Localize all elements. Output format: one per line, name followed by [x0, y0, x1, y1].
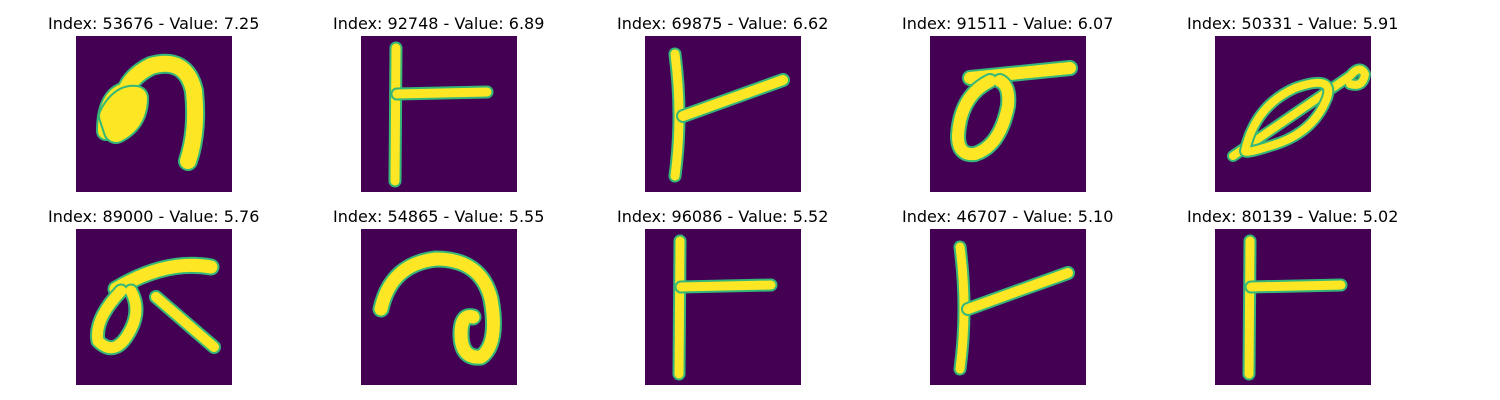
image-panel: Index: 91511 - Value: 6.07	[902, 14, 1114, 194]
digit-image	[361, 36, 517, 192]
digit-image	[76, 229, 232, 385]
digit-image	[645, 36, 801, 192]
image-panel: Index: 89000 - Value: 5.76	[48, 207, 260, 387]
digit-image	[645, 229, 801, 385]
digit-image	[930, 36, 1086, 192]
panel-title: Index: 50331 - Value: 5.91	[1187, 14, 1399, 33]
panel-title: Index: 46707 - Value: 5.10	[902, 207, 1114, 226]
image-panel: Index: 96086 - Value: 5.52	[617, 207, 829, 387]
digit-image	[1215, 229, 1371, 385]
panel-title: Index: 96086 - Value: 5.52	[617, 207, 829, 226]
digit-image	[1215, 36, 1371, 192]
image-panel: Index: 92748 - Value: 6.89	[333, 14, 545, 194]
image-panel: Index: 54865 - Value: 5.55	[333, 207, 545, 387]
panel-title: Index: 91511 - Value: 6.07	[902, 14, 1114, 33]
image-panel: Index: 80139 - Value: 5.02	[1187, 207, 1399, 387]
image-panel: Index: 46707 - Value: 5.10	[902, 207, 1114, 387]
image-panel: Index: 53676 - Value: 7.25	[48, 14, 260, 194]
panel-title: Index: 54865 - Value: 5.55	[333, 207, 545, 226]
panel-title: Index: 53676 - Value: 7.25	[48, 14, 260, 33]
panel-title: Index: 80139 - Value: 5.02	[1187, 207, 1399, 226]
image-panel: Index: 50331 - Value: 5.91	[1187, 14, 1399, 194]
panel-title: Index: 89000 - Value: 5.76	[48, 207, 260, 226]
panel-title: Index: 92748 - Value: 6.89	[333, 14, 545, 33]
digit-image	[361, 229, 517, 385]
digit-image	[930, 229, 1086, 385]
image-panel: Index: 69875 - Value: 6.62	[617, 14, 829, 194]
panel-title: Index: 69875 - Value: 6.62	[617, 14, 829, 33]
digit-image	[76, 36, 232, 192]
